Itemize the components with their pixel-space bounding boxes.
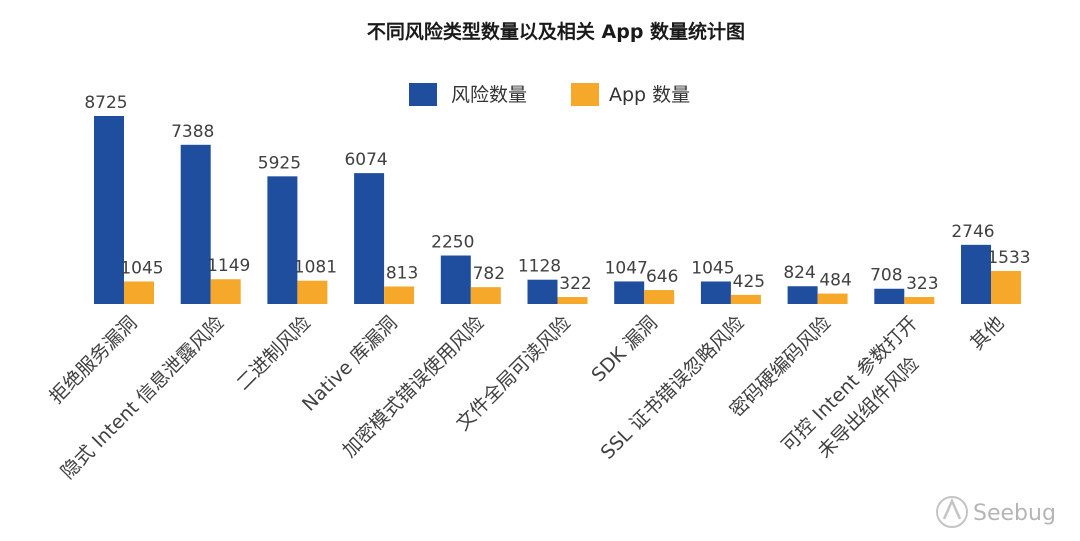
category-label: 拒绝服务漏洞 [45,312,141,408]
bar-app-count [124,281,154,304]
bar-app-count-value-label: 425 [733,272,765,292]
legend-swatch-app-count [571,83,599,106]
bar-app-count [904,297,935,304]
bar-app-count [297,280,328,304]
watermark-text: Seebug [973,501,1056,526]
seebug-logo-icon [936,496,968,528]
bar-risk-count [267,176,298,304]
bar-risk-count [527,279,558,304]
bar-app-count [557,297,588,304]
bar-risk-count [787,286,818,304]
plot-area: 8725 1045 拒绝服务漏洞 7388 1149 隐式 Intent 信息泄露风险 59… [45,93,1030,483]
bar-app-count [730,294,761,304]
category-label: 隐式 Intent 信息泄露风险 [57,312,228,483]
bar-app-count [470,287,501,304]
bar-risk-count-value-label: 7388 [171,122,214,142]
bar-risk-count-value-label: 8725 [84,93,127,113]
category-label: 其他 [966,312,1008,354]
legend: 风险数量 App 数量 [409,83,690,106]
watermark: Seebug [936,496,1056,528]
chart-title: 不同风险类型数量以及相关 App 数量统计图 [367,20,745,43]
bar-risk-count-value-label: 1045 [691,258,734,278]
bar-risk-count [874,288,905,304]
bar-risk-count-value-label: 2250 [431,233,474,253]
bar-risk-count [961,244,991,304]
bar-risk-count-value-label: 708 [870,266,902,286]
category-group: 2746 1533 其他 [951,222,1030,355]
bar-risk-count-value-label: 5925 [258,153,301,173]
bar-app-count-value-label: 1045 [120,258,163,278]
category-label: SSL 证书错误忽略风险 [597,312,749,464]
bar-risk-count [354,173,385,304]
bar-app-count-value-label: 322 [559,274,591,294]
bar-risk-count-value-label: 1128 [518,257,561,277]
legend-swatch-risk-count [409,83,437,106]
category-label: 二进制风险 [232,312,315,395]
bar-app-count [210,279,241,304]
bar-app-count-value-label: 323 [906,274,938,294]
bar-app-count [644,290,675,304]
bar-app-count-value-label: 1149 [207,256,250,276]
bar-risk-count [700,281,731,304]
bar-risk-count-value-label: 824 [783,263,815,283]
bar-app-count-value-label: 646 [646,267,678,287]
bar-risk-count [180,144,211,304]
bar-app-count-value-label: 813 [386,263,418,283]
bar-risk-count [94,116,124,304]
bar-risk-count [614,281,645,304]
category-label: 加密模式错误使用风险 [338,312,488,462]
bar-risk-count-value-label: 2746 [951,222,994,242]
bar-app-count-value-label: 1081 [294,258,337,278]
bar-app-count-value-label: 1533 [987,248,1030,268]
category-label: SDK 漏洞 [587,312,661,386]
legend-label-app-count: App 数量 [609,84,690,106]
bar-app-count-value-label: 484 [819,271,851,291]
bar-app-count [991,270,1021,304]
bar-app-count-value-label: 782 [473,264,505,284]
bar-risk-count-value-label: 6074 [344,150,387,170]
bar-app-count [384,286,415,304]
category-group: 8725 1045 拒绝服务漏洞 [45,93,163,408]
bar-app-count [817,293,848,304]
bar-risk-count-value-label: 1047 [605,258,648,278]
legend-label-risk-count: 风险数量 [451,84,527,106]
bar-risk-count [440,255,471,304]
